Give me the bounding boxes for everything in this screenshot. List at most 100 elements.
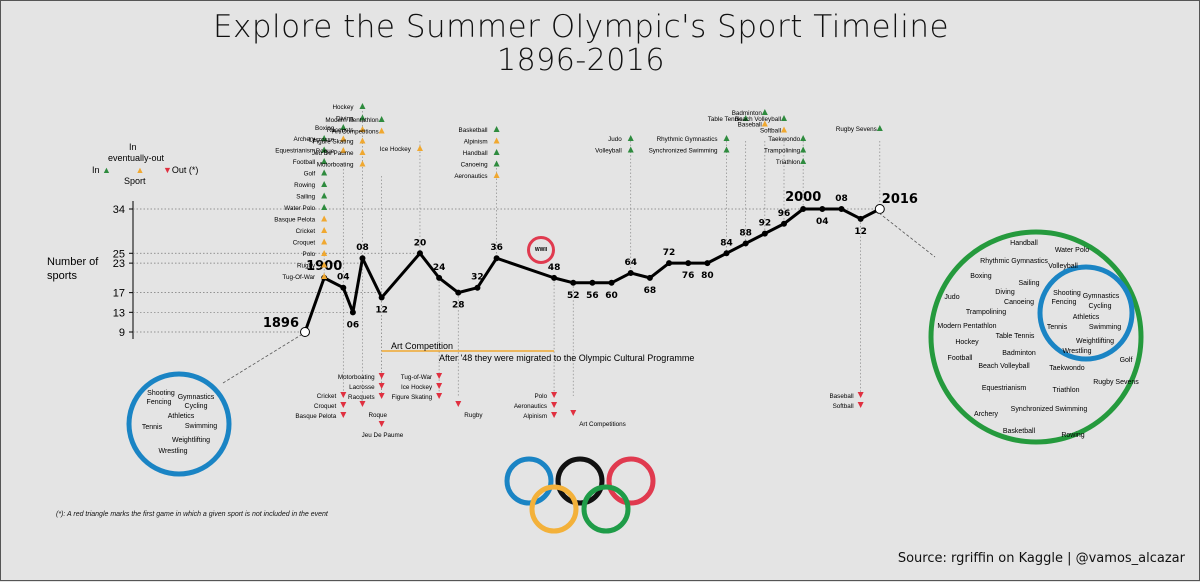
data-point <box>627 269 634 276</box>
data-label: 06 <box>347 320 360 330</box>
data-point <box>359 255 366 262</box>
added-triangle <box>493 126 500 132</box>
added-sport-label: Golf <box>304 171 316 178</box>
added-triangle <box>378 127 385 134</box>
legend-out: ▼Out (*) <box>163 165 199 175</box>
added-sport-label: Hockey <box>332 104 354 111</box>
added-triangle <box>359 149 366 155</box>
data-label: 56 <box>586 291 599 301</box>
red-triangle-icon: ▼ <box>163 165 172 175</box>
added-triangle <box>321 238 328 245</box>
end-sport-label: Water Polo <box>1055 247 1089 254</box>
start-connector <box>222 334 302 384</box>
added-sport-label: Lacrosse <box>309 137 335 144</box>
removed-sport-label: Lacrosse <box>349 384 375 391</box>
end-core-sport-label: Fencing <box>1052 299 1077 306</box>
end-core-sport-label: Shooting <box>1053 290 1081 297</box>
added-triangle <box>493 160 500 167</box>
data-point <box>455 289 462 296</box>
data-label: 80 <box>701 271 714 281</box>
added-sport-label: Canoeing <box>461 162 488 169</box>
added-triangle <box>321 250 328 256</box>
start-sport-label: Swimming <box>185 423 217 430</box>
data-label: 48 <box>548 263 561 273</box>
added-sport-label: Alpinism <box>464 139 488 146</box>
end-core-sport-label: Gymnastics <box>1083 293 1120 300</box>
data-label: 84 <box>720 238 733 248</box>
added-sport-label: Judo <box>608 136 622 143</box>
added-sport-label: Badminton <box>732 110 763 117</box>
data-point <box>340 284 347 291</box>
end-sport-label: Hockey <box>955 339 979 346</box>
end-sport-label: Triathlon <box>1053 387 1080 394</box>
art-competition-note: After '48 they were migrated to the Olym… <box>439 353 695 363</box>
series-line <box>303 207 881 333</box>
added-triangle <box>359 126 366 132</box>
added-triangle <box>800 146 807 153</box>
data-label: 20 <box>414 238 427 248</box>
ring-yellow <box>529 484 579 534</box>
data-label: 04 <box>816 217 829 227</box>
added-sport-label: Polo <box>303 251 316 258</box>
data-label: 96 <box>778 209 791 219</box>
removed-sport-label: Basque Pelota <box>295 413 336 420</box>
added-sport-label: Aeronautics <box>454 173 487 180</box>
art-competition-label: Art Competition <box>391 341 454 351</box>
added-triangle <box>800 135 807 141</box>
removed-triangle <box>378 421 385 427</box>
added-sport-label: Tug-Of-War <box>282 274 315 281</box>
added-sport-label: Water Polo <box>284 205 315 212</box>
end-core-sport-label: Cycling <box>1089 303 1112 310</box>
y-tick-label: 25 <box>113 248 125 260</box>
end-core-sport-label: Swimming <box>1089 324 1121 331</box>
end-sport-label: Beach Volleyball <box>978 363 1030 370</box>
added-triangle <box>723 146 730 153</box>
added-sport-label: Baseball <box>738 122 762 129</box>
added-sport-label: Basque Pelota <box>274 217 315 224</box>
end-sport-label: Rhythmic Gymnastics <box>980 258 1048 265</box>
data-point <box>349 309 356 316</box>
added-sport-label: Jeu De Paume <box>312 150 354 157</box>
data-point <box>300 327 310 337</box>
removed-triangle <box>436 383 443 389</box>
data-label: 60 <box>605 291 618 301</box>
removed-sport-label: Tug-of-War <box>401 374 432 381</box>
y-tick-label: 34 <box>113 204 125 216</box>
data-point <box>570 279 577 286</box>
removed-triangle <box>436 393 443 399</box>
start-sport-label: Fencing <box>147 399 172 406</box>
data-label: 64 <box>624 258 637 268</box>
end-sport-label: Badminton <box>1002 350 1036 357</box>
data-label: 68 <box>644 286 657 296</box>
added-triangle <box>321 192 328 199</box>
source-credit: Source: rgriffin on Kaggle | @vamos_alca… <box>897 551 1185 566</box>
added-sport-label: Table Tennis <box>708 116 743 123</box>
added-sport-label: Synchronized Swimming <box>649 148 718 155</box>
start-sports-ring <box>126 371 232 477</box>
added-triangle <box>627 135 634 141</box>
removed-sport-label: Jeu De Paume <box>362 432 404 439</box>
removed-triangle <box>436 373 443 379</box>
added-triangle <box>321 158 328 164</box>
added-sport-label: Ice Hockey <box>380 146 412 153</box>
added-sport-label: Triathlon <box>776 159 801 166</box>
data-point <box>551 274 558 281</box>
removed-sport-label: Polo <box>534 393 547 400</box>
added-triangle <box>781 126 787 133</box>
end-sport-label: Synchronized Swimming <box>1011 406 1088 413</box>
chart-subtitle: 1896-2016 <box>496 43 666 78</box>
added-triangle <box>742 115 749 121</box>
end-core-sport-label: Wrestling <box>1062 348 1091 355</box>
removed-triangle <box>570 410 577 416</box>
y-tick-label: 23 <box>113 258 125 270</box>
removed-triangle <box>551 412 558 418</box>
added-sport-label: Croquet <box>293 240 316 247</box>
added-sport-label: Roque <box>316 148 335 155</box>
added-triangle <box>781 115 787 121</box>
start-sport-label: Athletics <box>168 413 195 420</box>
added-sport-label: Boxing <box>315 125 335 132</box>
data-label: 92 <box>759 219 772 229</box>
added-triangle <box>321 204 328 210</box>
added-triangle <box>321 215 328 222</box>
